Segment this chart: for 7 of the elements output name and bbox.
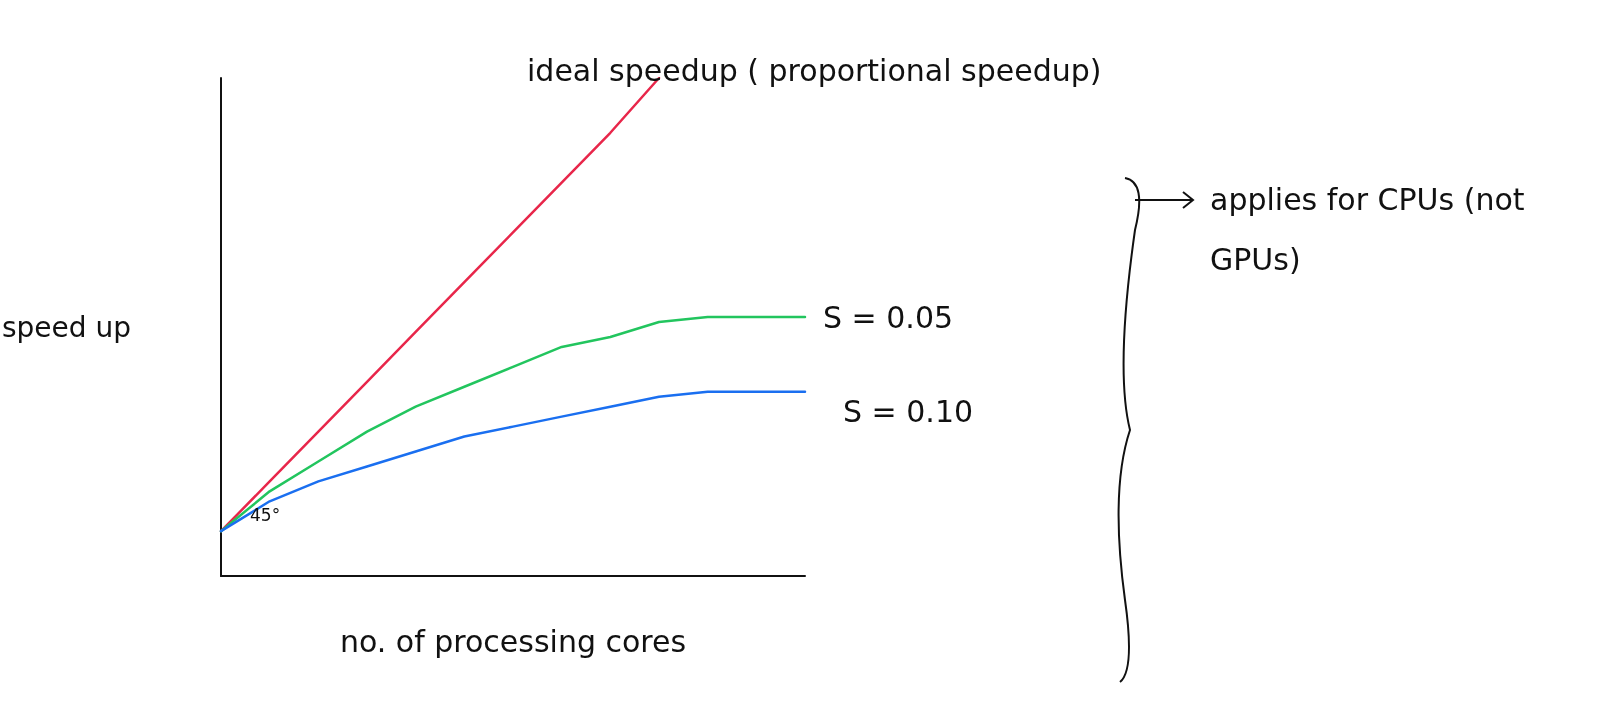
y-axis-title: speed up [1,310,132,344]
x-axis-title: no. of processing cores [339,623,687,659]
text: applies for CPUs (not GPUs) [1210,181,1526,279]
text: ideal speedup ( proportional speedup) [527,52,1102,88]
series-label: S = 0.05 [823,299,954,335]
series-label: S = 0.10 [843,394,974,430]
annotation: 45° [250,505,281,525]
